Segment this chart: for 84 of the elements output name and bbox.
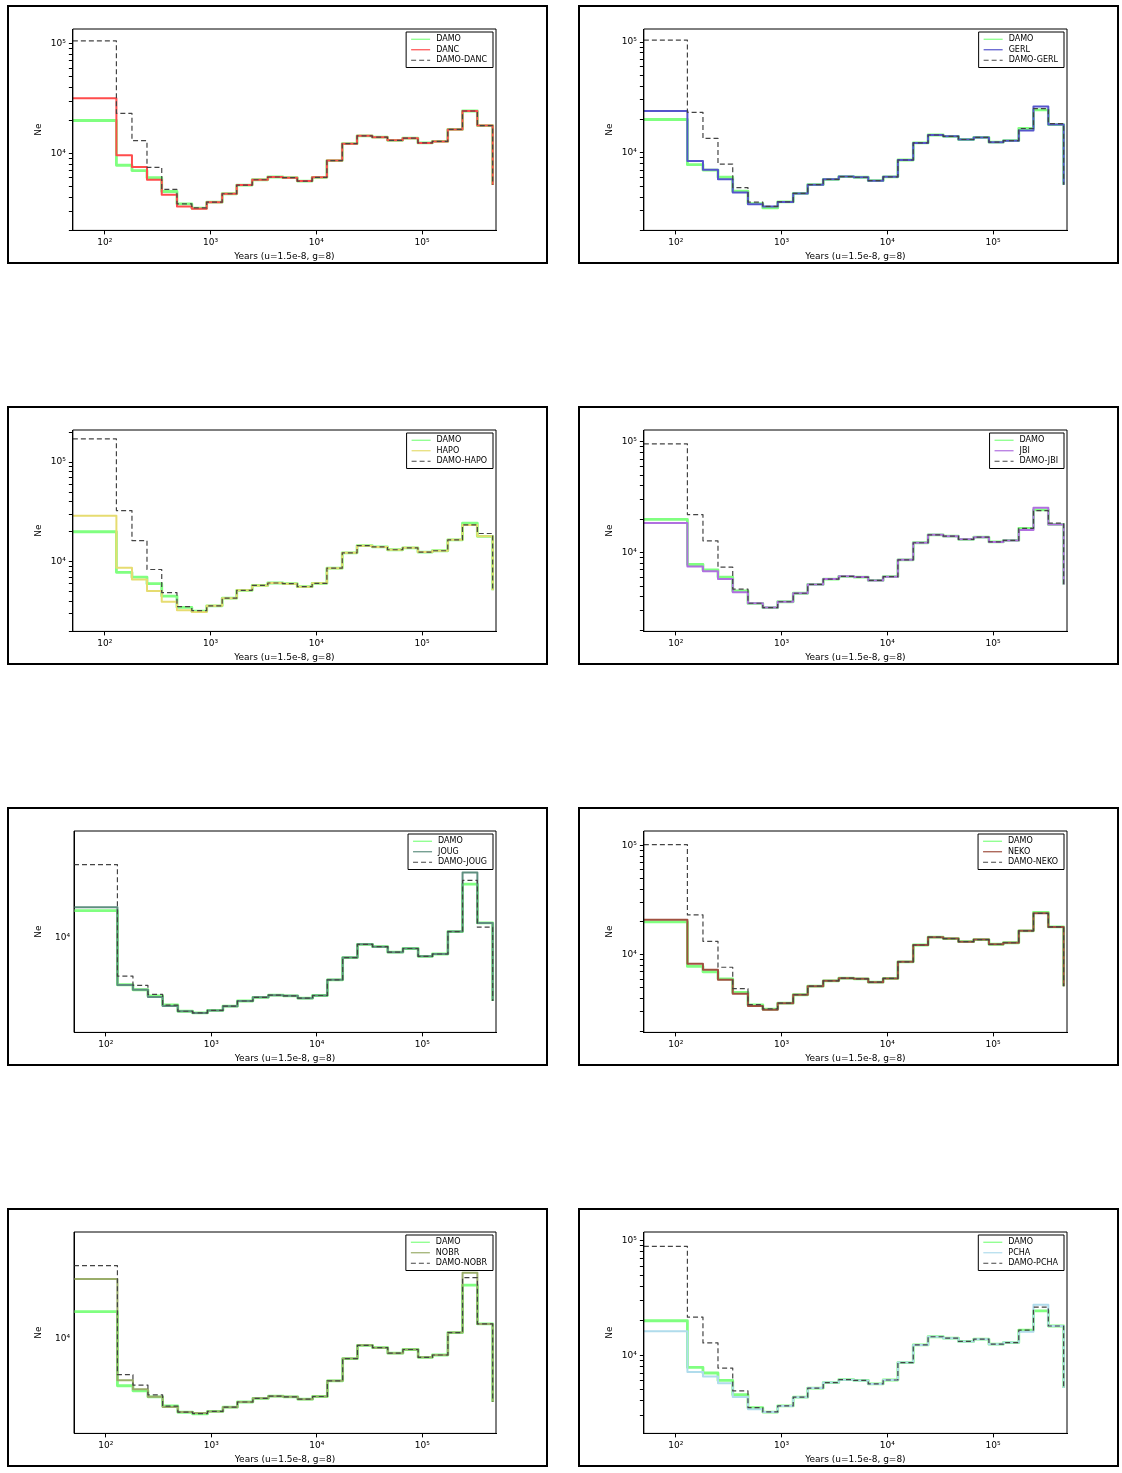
legend-label: DAMO	[1008, 836, 1033, 846]
x-tick-label: 10²	[97, 638, 113, 649]
x-tick-label: 10⁵	[985, 237, 1001, 248]
legend-label: DAMO	[1008, 34, 1034, 44]
x-tick-label: 10⁴	[879, 237, 896, 248]
x-axis-title: Years (u=1.5e-8, g=8)	[233, 1453, 336, 1464]
y-axis-title: Ne	[32, 524, 43, 537]
legend-label: DAMO	[1008, 1237, 1033, 1247]
x-tick-label: 10²	[668, 1440, 684, 1451]
legend-label: DAMO-PCHA	[1008, 1258, 1059, 1268]
x-tick-label: 10⁴	[879, 1039, 896, 1050]
legend-label: JOUG	[437, 846, 459, 856]
y-tick-label: 10⁴	[621, 1349, 638, 1360]
legend-label: NOBR	[435, 1247, 460, 1257]
legend-label: JBI	[1018, 445, 1030, 455]
x-tick-label: 10³	[203, 1039, 220, 1050]
y-tick-label: 10⁵	[621, 36, 638, 47]
x-tick-label: 10⁴	[879, 638, 896, 649]
legend-label: DANC	[436, 44, 460, 54]
y-tick-label: 10⁴	[621, 949, 638, 960]
x-tick-label: 10³	[773, 1440, 790, 1451]
x-axis-title: Years (u=1.5e-8, g=8)	[233, 651, 335, 662]
x-tick-label: 10⁵	[985, 1440, 1001, 1451]
x-axis-title: Years (u=1.5e-8, g=8)	[804, 250, 906, 261]
y-tick-label: 10⁵	[50, 38, 67, 49]
legend-label: DAMO-DANC	[436, 55, 488, 65]
y-axis-title: Ne	[603, 123, 614, 136]
x-tick-label: 10⁵	[985, 1039, 1001, 1050]
legend-label: DAMO	[1019, 435, 1045, 445]
x-axis-title: Years (u=1.5e-8, g=8)	[804, 651, 906, 662]
legend-label: NEKO	[1008, 846, 1031, 856]
y-tick-label: 10⁴	[50, 556, 67, 567]
x-tick-label: 10⁴	[309, 1039, 325, 1050]
y-axis-title: Ne	[603, 524, 614, 537]
legend-label: DAMO	[436, 435, 462, 445]
legend-label: DAMO-NOBR	[435, 1258, 488, 1268]
x-tick-label: 10²	[668, 638, 684, 649]
x-axis-title: Years (u=1.5e-8, g=8)	[804, 1453, 906, 1464]
x-tick-label: 10⁴	[879, 1440, 896, 1451]
y-tick-label: 10⁴	[50, 147, 67, 158]
y-tick-label: 10⁴	[621, 547, 638, 558]
x-tick-label: 10³	[202, 638, 219, 649]
x-tick-label: 10³	[773, 1039, 790, 1050]
y-axis-title: Ne	[32, 1326, 43, 1339]
x-tick-label: 10⁵	[414, 638, 430, 649]
legend-label: DAMO-JBI	[1019, 456, 1058, 466]
y-tick-label: 10⁵	[50, 456, 67, 467]
y-tick-label: 10⁴	[621, 147, 638, 158]
legend-label: DAMO-JOUG	[438, 857, 488, 867]
legend-label: DAMO	[436, 34, 461, 44]
legend-label: DAMO-NEKO	[1008, 857, 1059, 867]
y-axis-title: Ne	[603, 1326, 614, 1339]
x-tick-label: 10⁵	[985, 638, 1001, 649]
x-tick-label: 10⁴	[308, 237, 325, 248]
x-tick-label: 10²	[668, 1039, 684, 1050]
x-tick-label: 10³	[202, 237, 219, 248]
y-tick-label: 10⁵	[621, 436, 638, 447]
x-tick-label: 10⁴	[309, 1440, 325, 1451]
legend-label: DAMO	[435, 1237, 461, 1247]
x-axis-title: Years (u=1.5e-8, g=8)	[233, 250, 335, 261]
legend-label: GERL	[1008, 44, 1031, 54]
y-axis-title: Ne	[32, 123, 43, 136]
x-tick-label: 10⁵	[414, 1039, 431, 1050]
x-tick-label: 10²	[97, 237, 113, 248]
x-tick-label: 10²	[98, 1440, 114, 1451]
x-tick-label: 10⁵	[414, 237, 430, 248]
y-axis-title: Ne	[603, 925, 614, 938]
x-tick-label: 10⁵	[414, 1440, 431, 1451]
legend-label: DAMO	[438, 836, 463, 846]
y-axis-title: Ne	[32, 925, 43, 938]
legend-label: DAMO-GERL	[1008, 55, 1059, 65]
legend-label: PCHA	[1008, 1247, 1031, 1257]
x-tick-label: 10³	[773, 638, 790, 649]
legend-label: DAMO-HAPO	[436, 456, 488, 466]
x-tick-label: 10²	[668, 237, 684, 248]
x-tick-label: 10³	[773, 237, 790, 248]
x-axis-title: Years (u=1.5e-8, g=8)	[233, 1052, 336, 1063]
y-tick-label: 10⁵	[621, 839, 638, 850]
x-tick-label: 10³	[203, 1440, 220, 1451]
y-tick-label: 10⁵	[621, 1235, 638, 1245]
x-axis-title: Years (u=1.5e-8, g=8)	[804, 1052, 906, 1063]
legend-label: HAPO	[436, 445, 460, 455]
x-tick-label: 10⁴	[308, 638, 325, 649]
x-tick-label: 10²	[98, 1039, 114, 1050]
